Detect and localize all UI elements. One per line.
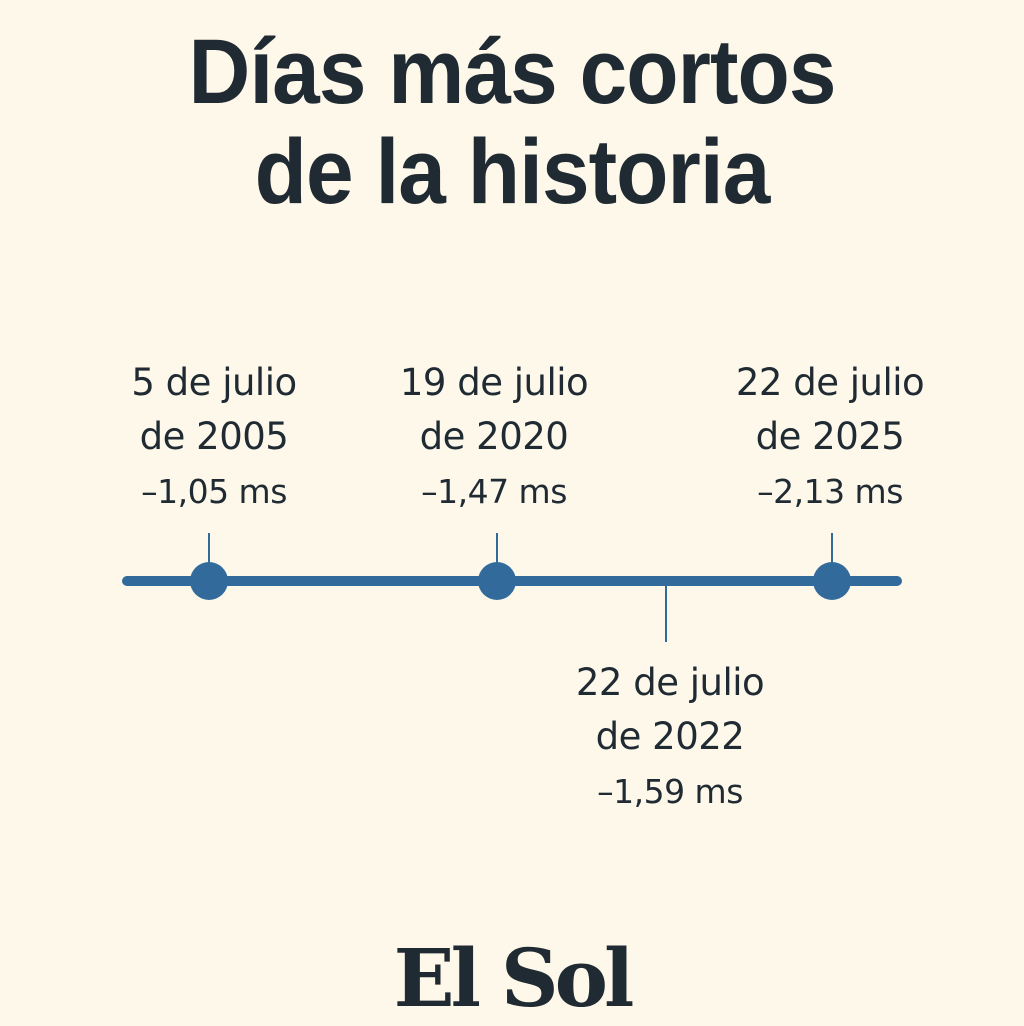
event-label-2022: 22 de julio de 2022 –1,59 ms <box>520 656 820 820</box>
event-value: –1,59 ms <box>597 772 743 811</box>
event-dot-2020 <box>478 562 516 600</box>
event-value: –1,47 ms <box>421 472 567 511</box>
event-dot-2025 <box>813 562 851 600</box>
event-year: de 2020 <box>419 415 569 458</box>
title-line-1: Días más cortos <box>188 21 836 123</box>
title-line-2: de la historia <box>254 121 771 223</box>
event-date: 22 de julio <box>575 661 765 704</box>
event-value: –2,13 ms <box>757 472 903 511</box>
event-date: 19 de julio <box>399 361 589 404</box>
event-label-2005: 5 de julio de 2005 –1,05 ms <box>64 356 364 520</box>
event-year: de 2022 <box>595 715 745 758</box>
page-title: Días más cortos de la historia <box>36 22 988 222</box>
brand-logo: El Sol <box>393 931 635 1025</box>
event-date: 22 de julio <box>735 361 925 404</box>
event-year: de 2005 <box>139 415 289 458</box>
event-label-2025: 22 de julio de 2025 –2,13 ms <box>680 356 980 520</box>
event-value: –1,05 ms <box>141 472 287 511</box>
event-label-2020: 19 de julio de 2020 –1,47 ms <box>344 356 644 520</box>
event-year: de 2025 <box>755 415 905 458</box>
event-dot-2005 <box>190 562 228 600</box>
event-date: 5 de julio <box>131 361 297 404</box>
